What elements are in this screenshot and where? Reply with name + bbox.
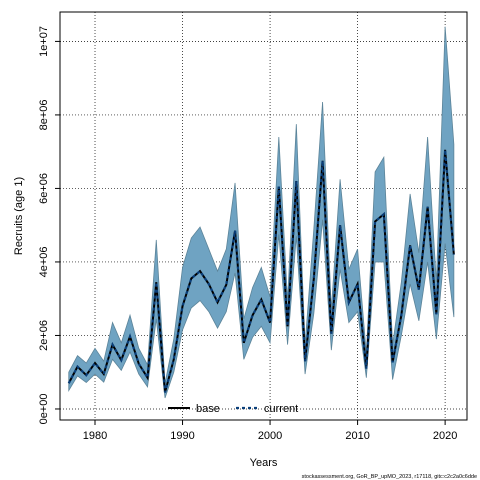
x-axis-title: Years [250,457,278,469]
y-tick-label: 0e+00 [38,394,50,425]
footer-credit: stockassessment.org, GoR_BP_upMO_2023, r… [302,474,477,480]
x-tick-label: 1990 [170,430,194,442]
confidence-band [68,26,455,399]
x-tick-label: 2020 [433,430,457,442]
y-tick-label: 8e+06 [38,99,50,130]
series-line-base [67,149,455,393]
plot-area-frame [59,11,468,421]
x-axis: 1980 1990 2000 2010 2020 [83,420,457,442]
y-tick-label: 4e+06 [38,246,50,277]
y-tick-label: 1e+07 [38,26,50,57]
x-tick-label: 1980 [83,430,107,442]
y-tick-label: 2e+06 [38,320,50,351]
legend-label-base: base [196,403,220,415]
y-tick-label: 6e+06 [38,173,50,204]
y-axis: 0e+00 2e+06 4e+06 6e+06 8e+06 1e+07 [38,26,60,424]
x-tick-label: 2010 [345,430,369,442]
x-tick-label: 2000 [258,430,282,442]
y-axis-title: Recruits (age 1) [13,177,25,255]
legend: base current [168,403,298,415]
legend-label-current: current [264,403,298,415]
